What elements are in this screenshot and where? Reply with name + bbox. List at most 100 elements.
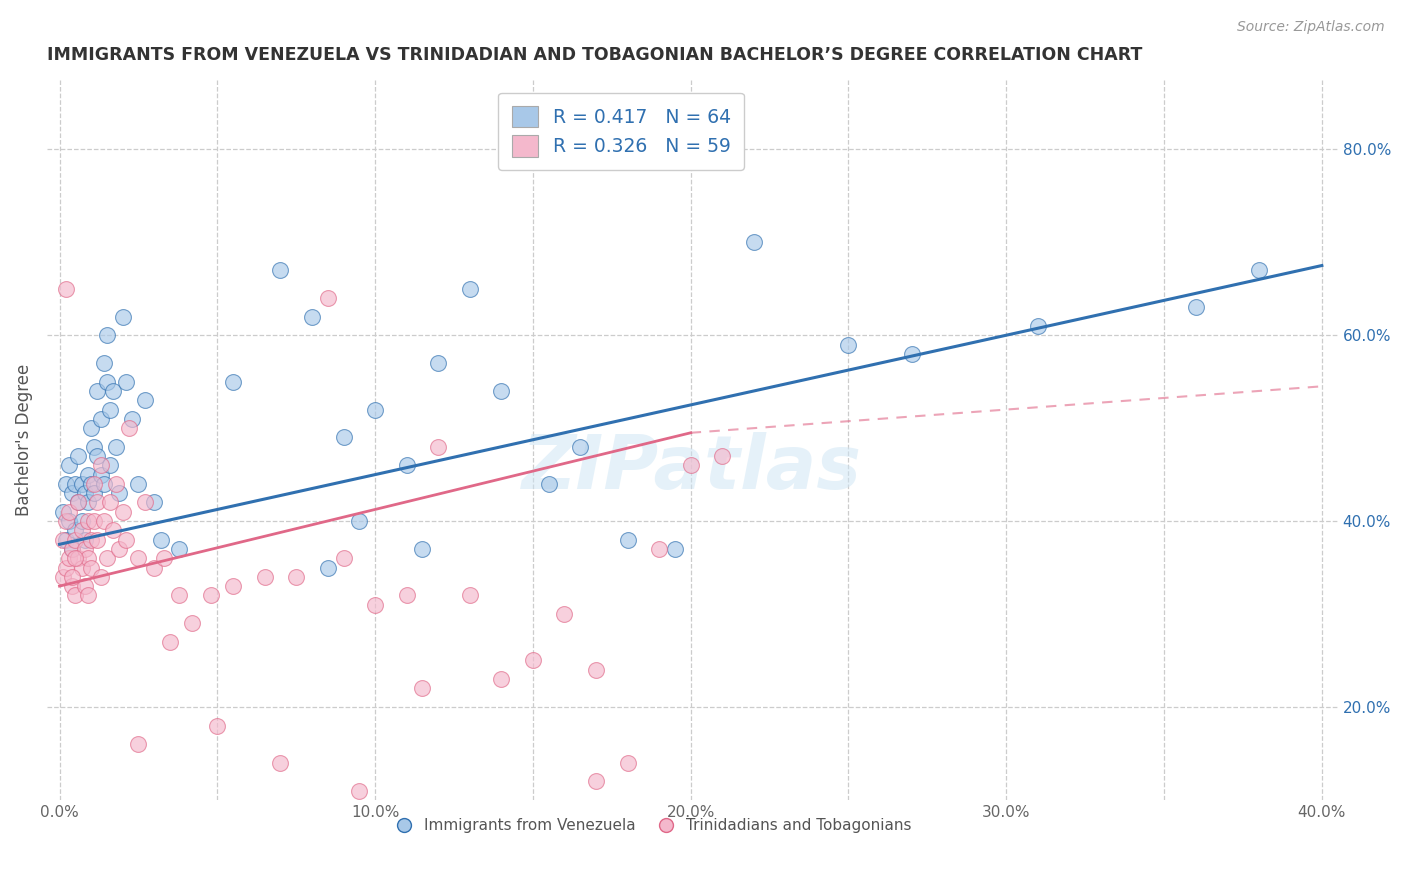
Point	[77, 514, 100, 528]
Point	[585, 663, 607, 677]
Point	[105, 476, 128, 491]
Point	[143, 560, 166, 574]
Point	[65, 524, 87, 538]
Point	[395, 458, 418, 473]
Point	[73, 579, 96, 593]
Point	[491, 384, 513, 398]
Point	[70, 560, 93, 574]
Point	[648, 541, 671, 556]
Point	[108, 486, 131, 500]
Point	[427, 440, 450, 454]
Point	[181, 616, 204, 631]
Point	[458, 282, 481, 296]
Point	[90, 412, 112, 426]
Point	[86, 384, 108, 398]
Point	[411, 681, 433, 696]
Point	[58, 514, 80, 528]
Point	[80, 533, 103, 547]
Point	[98, 402, 121, 417]
Point	[222, 375, 245, 389]
Point	[93, 356, 115, 370]
Point	[55, 282, 77, 296]
Point	[77, 589, 100, 603]
Point	[80, 476, 103, 491]
Point	[411, 541, 433, 556]
Point	[269, 756, 291, 770]
Point	[1247, 263, 1270, 277]
Point	[73, 541, 96, 556]
Point	[98, 458, 121, 473]
Point	[316, 291, 339, 305]
Point	[169, 589, 191, 603]
Point	[80, 560, 103, 574]
Point	[58, 458, 80, 473]
Point	[101, 524, 124, 538]
Point	[569, 440, 592, 454]
Point	[111, 310, 134, 324]
Point	[143, 495, 166, 509]
Point	[108, 541, 131, 556]
Point	[152, 551, 174, 566]
Point	[458, 589, 481, 603]
Point	[67, 551, 90, 566]
Point	[332, 551, 354, 566]
Point	[105, 440, 128, 454]
Point	[364, 402, 387, 417]
Point	[77, 467, 100, 482]
Point	[98, 495, 121, 509]
Point	[80, 421, 103, 435]
Point	[553, 607, 575, 621]
Point	[711, 449, 734, 463]
Point	[67, 495, 90, 509]
Point	[60, 570, 83, 584]
Point	[742, 235, 765, 250]
Point	[65, 589, 87, 603]
Point	[427, 356, 450, 370]
Point	[55, 476, 77, 491]
Point	[83, 476, 105, 491]
Point	[86, 495, 108, 509]
Point	[616, 756, 638, 770]
Point	[93, 514, 115, 528]
Point	[96, 375, 118, 389]
Point	[522, 653, 544, 667]
Point	[269, 263, 291, 277]
Point	[73, 533, 96, 547]
Point	[96, 328, 118, 343]
Point	[70, 524, 93, 538]
Point	[67, 449, 90, 463]
Point	[395, 589, 418, 603]
Point	[52, 505, 75, 519]
Point	[52, 533, 75, 547]
Point	[253, 570, 276, 584]
Point	[301, 310, 323, 324]
Point	[200, 589, 222, 603]
Point	[93, 476, 115, 491]
Point	[491, 672, 513, 686]
Point	[90, 570, 112, 584]
Text: ZIPatlas: ZIPatlas	[522, 432, 862, 505]
Point	[664, 541, 686, 556]
Point	[65, 476, 87, 491]
Point	[83, 440, 105, 454]
Point	[55, 514, 77, 528]
Text: IMMIGRANTS FROM VENEZUELA VS TRINIDADIAN AND TOBAGONIAN BACHELOR’S DEGREE CORREL: IMMIGRANTS FROM VENEZUELA VS TRINIDADIAN…	[46, 46, 1142, 64]
Point	[1184, 301, 1206, 315]
Point	[679, 458, 702, 473]
Point	[86, 449, 108, 463]
Point	[114, 375, 136, 389]
Point	[332, 430, 354, 444]
Point	[585, 774, 607, 789]
Point	[1026, 318, 1049, 333]
Point	[96, 551, 118, 566]
Point	[77, 551, 100, 566]
Point	[90, 467, 112, 482]
Point	[73, 486, 96, 500]
Point	[52, 570, 75, 584]
Point	[83, 514, 105, 528]
Legend: Immigrants from Venezuela, Trinidadians and Tobagonians: Immigrants from Venezuela, Trinidadians …	[389, 812, 917, 839]
Point	[134, 495, 156, 509]
Point	[169, 541, 191, 556]
Point	[67, 495, 90, 509]
Point	[159, 635, 181, 649]
